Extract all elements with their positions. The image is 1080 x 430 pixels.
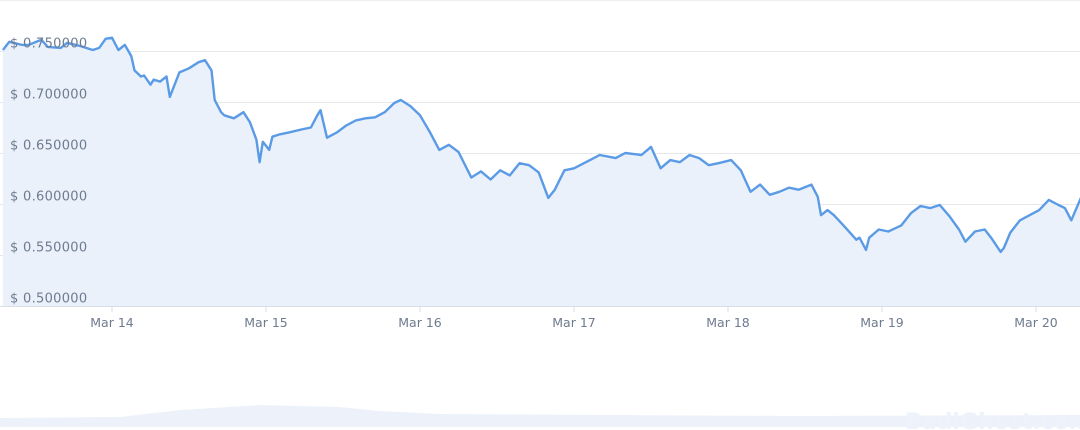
x-tick-label: Mar 19: [860, 315, 904, 330]
y-tick-label: $ 0.750000: [10, 37, 87, 52]
x-tick-label: Mar 15: [244, 315, 287, 330]
y-tick-label: $ 0.650000: [10, 139, 87, 154]
x-tick-label: Mar 20: [1014, 315, 1058, 330]
y-tick-label: $ 0.600000: [10, 190, 87, 205]
y-tick-label: $ 0.700000: [10, 88, 87, 103]
price-line: [1, 36, 1080, 254]
x-tick-label: Mar 14: [90, 315, 134, 330]
x-tick-label: Mar 18: [706, 315, 750, 330]
x-tick-label: Mar 17: [552, 315, 595, 330]
watermark-logo: BadiGhost.com: [905, 410, 1080, 430]
x-axis-labels: Mar 14 Mar 15 Mar 16 Mar 17 Mar 18 Mar 19 Mar …: [90, 306, 1058, 330]
navigator-area[interactable]: [0, 405, 1080, 427]
price-area-fill: [2, 37, 1080, 306]
navigator[interactable]: [0, 405, 1080, 427]
x-tick-label: Mar 16: [398, 315, 442, 330]
y-tick-label: $ 0.550000: [10, 241, 87, 256]
y-tick-label: $ 0.500000: [10, 292, 87, 307]
y-axis-labels: $ 0.500000 $ 0.550000 $ 0.600000 $ 0.650000…: [10, 37, 87, 307]
